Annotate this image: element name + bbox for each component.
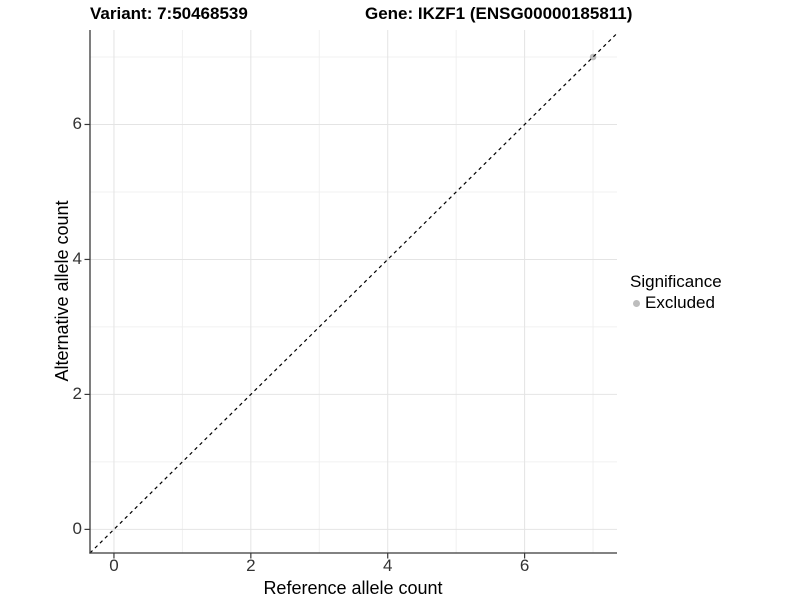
y-tick-label: 0 xyxy=(72,519,82,539)
legend-title: Significance xyxy=(630,272,722,291)
y-tick-label: 2 xyxy=(72,384,82,404)
x-tick-label: 2 xyxy=(246,556,256,575)
x-tick-label: 6 xyxy=(519,556,530,575)
x-tick-label: 4 xyxy=(382,556,393,575)
x-axis-title: Reference allele count xyxy=(263,578,443,598)
x-tick-label: 0 xyxy=(109,556,119,575)
y-tick-label: 6 xyxy=(72,114,82,134)
legend-item: Excluded xyxy=(630,293,722,313)
legend-item-label: Excluded xyxy=(645,293,715,312)
legend-point-icon xyxy=(633,299,640,307)
y-tick-label: 4 xyxy=(72,249,82,269)
gene-title: Gene: IKZF1 (ENSG00000185811) xyxy=(365,4,633,23)
variant-title: Variant: 7:50468539 xyxy=(90,4,248,23)
y-axis-title: Alternative allele count xyxy=(52,200,72,382)
legend: Significance Excluded xyxy=(630,272,722,313)
diagonal-reference-line xyxy=(89,32,618,554)
